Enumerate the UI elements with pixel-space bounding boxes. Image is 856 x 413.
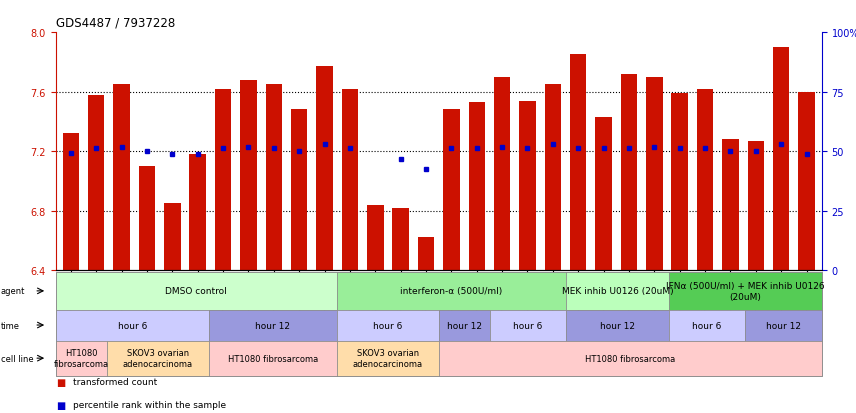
Bar [646, 78, 663, 271]
Bar [596, 118, 612, 271]
Bar [215, 90, 231, 271]
Text: HT1080 fibrosarcoma: HT1080 fibrosarcoma [586, 354, 675, 363]
Bar [392, 208, 409, 271]
Text: percentile rank within the sample: percentile rank within the sample [73, 400, 226, 409]
Text: hour 6: hour 6 [514, 321, 543, 330]
Bar [697, 90, 713, 271]
Text: hour 6: hour 6 [373, 321, 402, 330]
Text: ■: ■ [56, 377, 65, 387]
Bar [418, 238, 434, 271]
Bar [621, 75, 637, 271]
Text: DMSO control: DMSO control [165, 287, 227, 296]
Bar [773, 48, 789, 271]
Text: HT1080 fibrosarcoma: HT1080 fibrosarcoma [228, 354, 318, 363]
Text: hour 6: hour 6 [117, 321, 147, 330]
Text: agent: agent [1, 287, 25, 296]
Text: MEK inhib U0126 (20uM): MEK inhib U0126 (20uM) [562, 287, 674, 296]
Text: SKOV3 ovarian
adenocarcinoma: SKOV3 ovarian adenocarcinoma [122, 349, 193, 368]
Bar [241, 81, 257, 271]
Bar [291, 110, 307, 271]
Bar [342, 90, 358, 271]
Bar [62, 134, 79, 271]
Text: hour 12: hour 12 [766, 321, 801, 330]
Bar [468, 103, 485, 271]
Bar [88, 95, 104, 271]
Text: hour 12: hour 12 [447, 321, 482, 330]
Bar [570, 55, 586, 271]
Text: hour 6: hour 6 [693, 321, 722, 330]
Text: hour 12: hour 12 [255, 321, 290, 330]
Bar [722, 140, 739, 271]
Bar [747, 141, 764, 271]
Text: time: time [1, 321, 20, 330]
Bar [367, 205, 383, 271]
Text: HT1080
fibrosarcoma: HT1080 fibrosarcoma [54, 349, 109, 368]
Bar [265, 85, 282, 271]
Bar [671, 94, 688, 271]
Text: IFNα (500U/ml) + MEK inhib U0126
(20uM): IFNα (500U/ml) + MEK inhib U0126 (20uM) [666, 282, 824, 301]
Bar [799, 93, 815, 271]
Bar [113, 85, 130, 271]
Text: hour 12: hour 12 [600, 321, 635, 330]
Text: SKOV3 ovarian
adenocarcinoma: SKOV3 ovarian adenocarcinoma [353, 349, 423, 368]
Bar [139, 166, 155, 271]
Bar [164, 204, 181, 271]
Bar [494, 78, 510, 271]
Bar [520, 101, 536, 271]
Bar [317, 67, 333, 271]
Text: GDS4487 / 7937228: GDS4487 / 7937228 [56, 17, 175, 29]
Bar [189, 155, 206, 271]
Text: cell line: cell line [1, 354, 33, 363]
Bar [544, 85, 561, 271]
Text: transformed count: transformed count [73, 377, 157, 387]
Text: interferon-α (500U/ml): interferon-α (500U/ml) [401, 287, 502, 296]
Text: ■: ■ [56, 400, 65, 410]
Bar [443, 110, 460, 271]
